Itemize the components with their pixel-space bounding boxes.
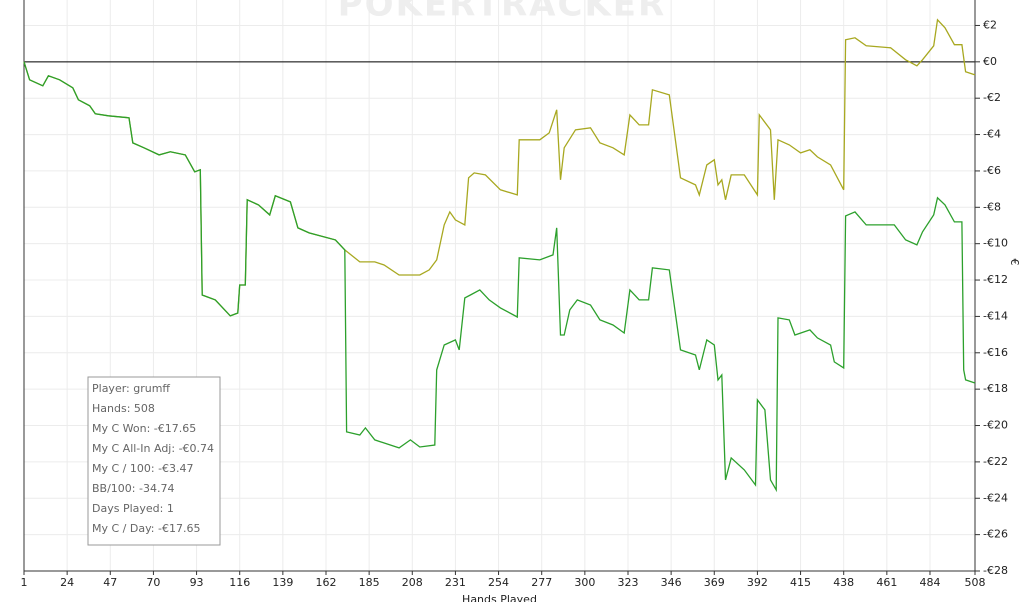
x-tick-label: 300 — [574, 576, 595, 589]
x-tick-label: 254 — [488, 576, 509, 589]
x-tick-label: 508 — [965, 576, 986, 589]
x-tick-label: 208 — [402, 576, 423, 589]
y-tick-label: -€20 — [983, 419, 1008, 432]
x-tick-label: 70 — [146, 576, 160, 589]
stat-line: Hands: 508 — [92, 402, 155, 415]
x-tick-label: 346 — [661, 576, 682, 589]
watermark: POKERTRACKER — [338, 0, 666, 25]
x-tick-label: 323 — [617, 576, 638, 589]
x-tick-label: 24 — [60, 576, 74, 589]
y-tick-label: -€6 — [983, 164, 1001, 177]
x-tick-label: 277 — [531, 576, 552, 589]
y-tick-label: -€8 — [983, 200, 1001, 213]
x-tick-label: 231 — [445, 576, 466, 589]
stat-line: My C / Day: -€17.65 — [92, 522, 200, 535]
y-tick-label: €2 — [983, 18, 997, 31]
y-tick-label: -€2 — [983, 91, 1001, 104]
x-tick-label: 369 — [704, 576, 725, 589]
y-tick-label: -€12 — [983, 273, 1008, 286]
stat-line: My C All-In Adj: -€0.74 — [92, 442, 214, 455]
x-tick-label: 392 — [747, 576, 768, 589]
y-tick-label: -€28 — [983, 564, 1008, 577]
stat-line: My C / 100: -€3.47 — [92, 462, 194, 475]
stat-line: BB/100: -34.74 — [92, 482, 174, 495]
x-tick-label: 47 — [103, 576, 117, 589]
series-line — [23, 18, 976, 317]
series-line — [23, 61, 976, 493]
y-tick-label: -€26 — [983, 528, 1008, 541]
stat-line: My C Won: -€17.65 — [92, 422, 196, 435]
stat-line: Days Played: 1 — [92, 502, 174, 515]
y-tick-label: -€16 — [983, 346, 1008, 359]
y-tick-label: -€14 — [983, 309, 1008, 322]
x-tick-label: 461 — [876, 576, 897, 589]
y-tick-label: -€10 — [983, 237, 1008, 250]
x-tick-label: 484 — [919, 576, 940, 589]
x-tick-label: 415 — [790, 576, 811, 589]
x-tick-label: 139 — [272, 576, 293, 589]
x-tick-label: 93 — [190, 576, 204, 589]
stats-box: Player: grumff Hands: 508 My C Won: -€17.6… — [87, 376, 221, 546]
stats-frame — [87, 376, 221, 546]
y-tick-label: -€4 — [983, 128, 1001, 141]
x-tick-label: 162 — [315, 576, 336, 589]
y-tick-label: -€18 — [983, 382, 1008, 395]
y-tick-label: -€24 — [983, 491, 1008, 504]
x-axis-label: Hands Played — [462, 593, 537, 602]
x-tick-label: 116 — [229, 576, 250, 589]
stat-line: Player: grumff — [92, 382, 170, 395]
x-tick-label: 185 — [359, 576, 380, 589]
y-tick-label: -€22 — [983, 455, 1008, 468]
x-tick-label: 1 — [21, 576, 28, 589]
x-tick-label: 438 — [833, 576, 854, 589]
y-axis-label: € — [1008, 259, 1021, 266]
y-tick-label: €0 — [983, 55, 997, 68]
